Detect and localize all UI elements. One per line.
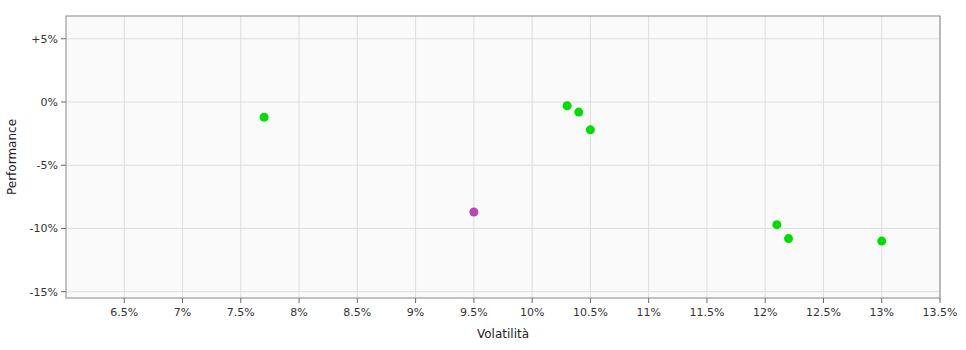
grid-line	[357, 16, 358, 298]
grid-line	[66, 38, 940, 39]
grid-line	[66, 228, 940, 229]
grid-line	[240, 16, 241, 298]
tick-label: 11%	[636, 306, 660, 319]
tick-mark	[61, 228, 66, 229]
tick-label: 8%	[290, 306, 307, 319]
grid-line	[765, 16, 766, 298]
tick-label: 12.5%	[806, 306, 841, 319]
tick-label: 7.5%	[227, 306, 255, 319]
grid-line	[706, 16, 707, 298]
tick-mark	[61, 101, 66, 102]
tick-mark	[940, 298, 941, 303]
point	[586, 125, 595, 134]
grid-line	[66, 101, 940, 102]
points	[260, 101, 887, 245]
point	[574, 108, 583, 117]
tick-label: 12%	[753, 306, 777, 319]
point	[260, 113, 269, 122]
tick-mark	[415, 298, 416, 303]
tick-mark	[61, 291, 66, 292]
tick-label: 7%	[174, 306, 191, 319]
tick-label: -10%	[30, 222, 58, 235]
tick-mark	[881, 298, 882, 303]
tick-mark	[648, 298, 649, 303]
tick-label: +5%	[31, 33, 58, 46]
x-axis-label: Volatilità	[477, 327, 529, 341]
tick-mark	[532, 298, 533, 303]
point	[469, 208, 478, 217]
tick-label: -15%	[30, 286, 58, 299]
point	[877, 237, 886, 246]
tick-mark	[357, 298, 358, 303]
grid-line	[182, 16, 183, 298]
grid-line	[66, 291, 940, 292]
tick-mark	[706, 298, 707, 303]
tick-mark	[61, 165, 66, 166]
tick-mark	[823, 298, 824, 303]
point	[563, 101, 572, 110]
plot-frame	[66, 16, 940, 298]
tick-label: -5%	[37, 159, 58, 172]
point	[772, 220, 781, 229]
tick-mark	[590, 298, 591, 303]
tick-label: 9%	[407, 306, 424, 319]
grid-line	[66, 165, 940, 166]
grid-line	[415, 16, 416, 298]
y-axis: +5% 0% -5% -10% -15%	[30, 33, 940, 299]
tick-label: 13%	[870, 306, 894, 319]
tick-mark	[240, 298, 241, 303]
grid-line	[648, 16, 649, 298]
chart: 6.5% 7% 7.5% 8% 8.5% 9% 9.5% 10% 10.5% 11% 11.5% 12…	[0, 0, 966, 350]
grid-line	[124, 16, 125, 298]
point	[784, 234, 793, 243]
grid-line	[299, 16, 300, 298]
grid-line	[590, 16, 591, 298]
plot-area	[66, 16, 940, 298]
tick-label: 9.5%	[460, 306, 488, 319]
grid-line	[532, 16, 533, 298]
tick-mark	[182, 298, 183, 303]
grid-line	[473, 16, 474, 298]
tick-mark	[299, 298, 300, 303]
grid-line	[881, 16, 882, 298]
y-axis-label: Performance	[5, 119, 19, 195]
x-axis: 6.5% 7% 7.5% 8% 8.5% 9% 9.5% 10% 10.5% 11% 11.5% 12…	[110, 16, 957, 319]
tick-label: 6.5%	[110, 306, 138, 319]
tick-label: 13.5%	[923, 306, 958, 319]
tick-label: 10%	[520, 306, 544, 319]
tick-label: 8.5%	[343, 306, 371, 319]
grid-line	[823, 16, 824, 298]
tick-mark	[61, 38, 66, 39]
tick-mark	[124, 298, 125, 303]
tick-label: 10.5%	[573, 306, 608, 319]
tick-mark	[765, 298, 766, 303]
tick-label: 11.5%	[689, 306, 724, 319]
tick-label: 0%	[41, 96, 58, 109]
tick-mark	[473, 298, 474, 303]
